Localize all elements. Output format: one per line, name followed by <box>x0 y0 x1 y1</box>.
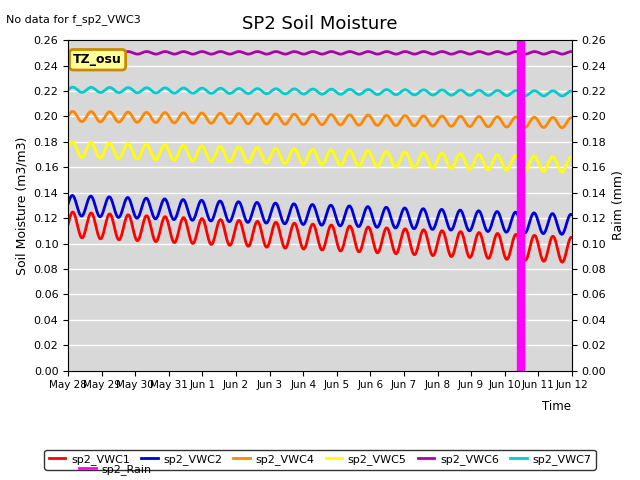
Legend: sp2_Rain: sp2_Rain <box>75 459 156 479</box>
Y-axis label: Raim (mm): Raim (mm) <box>612 170 625 240</box>
Title: SP2 Soil Moisture: SP2 Soil Moisture <box>243 15 397 33</box>
Text: No data for f_sp2_VWC3: No data for f_sp2_VWC3 <box>6 14 141 25</box>
Y-axis label: Soil Moisture (m3/m3): Soil Moisture (m3/m3) <box>15 136 28 275</box>
Legend: sp2_VWC1, sp2_VWC2, sp2_VWC4, sp2_VWC5, sp2_VWC6, sp2_VWC7: sp2_VWC1, sp2_VWC2, sp2_VWC4, sp2_VWC5, … <box>44 450 596 469</box>
Text: TZ_osu: TZ_osu <box>73 53 122 66</box>
X-axis label: Time: Time <box>542 400 572 413</box>
